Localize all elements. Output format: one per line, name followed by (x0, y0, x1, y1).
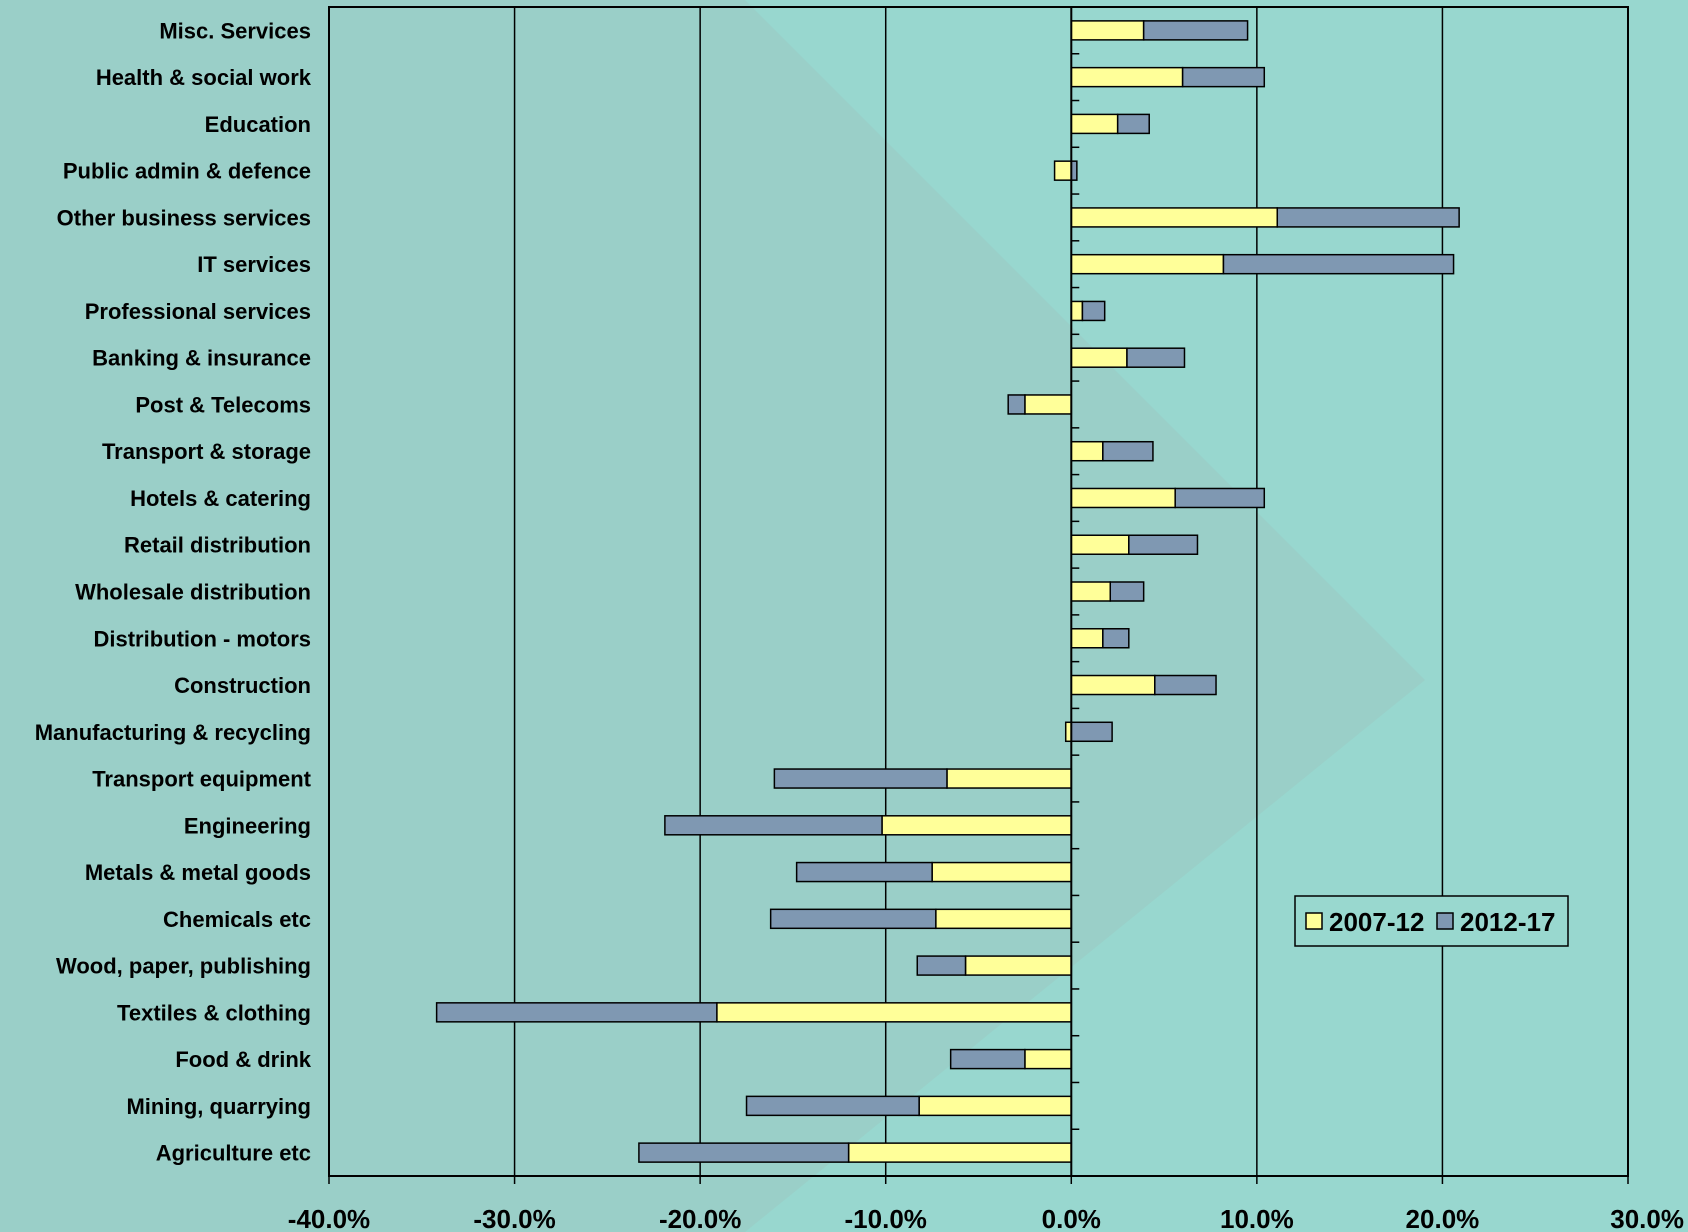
bar-2007-12-12 (1070, 581, 1112, 602)
bar-2007-12-0 (1070, 20, 1145, 41)
bar-2012-17-14 (1154, 674, 1217, 696)
category-label-17: Engineering (184, 813, 311, 838)
category-label-18: Metals & metal goods (85, 860, 311, 885)
bar-2012-17-4 (1276, 207, 1460, 228)
bar-2007-12-16 (946, 768, 1073, 789)
x-tick-label-4: 0.0% (1042, 1204, 1101, 1232)
x-tick-label-1: -30.0% (473, 1204, 555, 1232)
bar-2012-17-9 (1102, 440, 1154, 462)
category-label-4: Other business services (57, 205, 311, 230)
legend: 2007-12 2012-17 (1294, 895, 1569, 947)
bar-2007-12-23 (918, 1095, 1073, 1117)
bar-2012-17-0 (1142, 20, 1249, 41)
bar-2007-12-17 (881, 815, 1073, 836)
category-labels: Misc. Services Health & social work Educat… (35, 18, 312, 1165)
legend-label-1: 2012-17 (1460, 907, 1555, 937)
category-label-14: Construction (174, 673, 311, 698)
bar-2012-17-20 (916, 955, 967, 976)
bar-2007-12-14 (1070, 674, 1156, 696)
bar-2012-17-23 (745, 1095, 920, 1117)
category-label-15: Manufacturing & recycling (35, 720, 311, 745)
bar-2012-17-8 (1007, 394, 1026, 415)
category-label-0: Misc. Services (159, 18, 311, 43)
category-label-8: Post & Telecoms (135, 392, 311, 417)
bar-2007-12-22 (1024, 1048, 1073, 1070)
bar-2007-12-11 (1070, 534, 1130, 555)
bar-2007-12-24 (847, 1142, 1073, 1163)
bar-2012-17-6 (1081, 300, 1106, 322)
plot-frame (328, 6, 1629, 1177)
bar-2007-12-10 (1070, 487, 1176, 509)
category-label-19: Chemicals etc (163, 907, 311, 932)
bar-2007-12-9 (1070, 440, 1104, 462)
bar-2007-12-18 (931, 861, 1073, 883)
bar-2012-17-10 (1174, 487, 1266, 509)
bar-2012-17-17 (664, 815, 883, 836)
legend-box (1294, 895, 1569, 947)
bar-2012-17-2 (1116, 113, 1150, 135)
category-label-11: Retail distribution (124, 533, 311, 558)
bar-2007-12-4 (1070, 207, 1279, 228)
bar-2007-12-2 (1070, 113, 1119, 135)
category-label-22: Food & drink (175, 1047, 311, 1072)
category-label-1: Health & social work (96, 65, 312, 90)
bar-2012-17-1 (1181, 66, 1266, 88)
category-label-16: Transport equipment (92, 767, 311, 792)
bar-2012-17-22 (949, 1048, 1026, 1070)
category-label-6: Professional services (85, 299, 311, 324)
x-tick-label-6: 20.0% (1406, 1204, 1480, 1232)
legend-swatch-0 (1305, 912, 1323, 930)
category-label-23: Mining, quarrying (126, 1094, 311, 1119)
bar-2007-12-8 (1024, 394, 1073, 415)
bar-2007-12-6 (1070, 300, 1084, 322)
bar-2012-17-12 (1109, 581, 1145, 602)
bar-2007-12-3 (1053, 160, 1073, 181)
bars (435, 20, 1460, 1163)
bar-2012-17-15 (1070, 721, 1113, 743)
category-label-21: Textiles & clothing (117, 1000, 311, 1025)
category-label-24: Agriculture etc (156, 1141, 311, 1166)
bar-2007-12-19 (935, 908, 1073, 930)
bar-2012-17-7 (1126, 347, 1186, 368)
bar-2007-12-5 (1070, 253, 1225, 275)
bar-2012-17-21 (435, 1002, 718, 1023)
bar-2012-17-18 (795, 861, 933, 883)
bar-2007-12-13 (1070, 628, 1104, 649)
category-label-10: Hotels & catering (130, 486, 311, 511)
category-label-13: Distribution - motors (93, 626, 311, 651)
axes (328, 6, 1629, 1184)
x-tick-label-3: -10.0% (845, 1204, 927, 1232)
category-label-7: Banking & insurance (92, 346, 311, 371)
category-label-3: Public admin & defence (63, 159, 311, 184)
x-tick-labels: -40.0% -30.0% -20.0% -10.0% 0.0% 10.0% 20.0% 30… (288, 1204, 1684, 1232)
legend-label-0: 2007-12 (1329, 907, 1424, 937)
bar-2012-17-16 (773, 768, 948, 789)
x-tick-label-7: 30.0% (1610, 1204, 1684, 1232)
category-label-5: IT services (197, 252, 311, 277)
x-tick-label-5: 10.0% (1220, 1204, 1294, 1232)
category-label-9: Transport & storage (102, 439, 311, 464)
category-label-2: Education (205, 112, 311, 137)
category-label-12: Wholesale distribution (75, 580, 311, 605)
bar-2012-17-13 (1102, 628, 1130, 649)
bar-2007-12-1 (1070, 66, 1184, 88)
bar-2007-12-7 (1070, 347, 1128, 368)
bar-2012-17-5 (1222, 253, 1455, 275)
bar-2007-12-20 (964, 955, 1073, 976)
legend-swatch-1 (1436, 912, 1454, 930)
x-tick-label-0: -40.0% (288, 1204, 370, 1232)
category-label-20: Wood, paper, publishing (56, 954, 311, 979)
bar-2007-12-21 (716, 1002, 1073, 1023)
x-tick-label-2: -20.0% (659, 1204, 741, 1232)
bar-2012-17-19 (769, 908, 937, 930)
bar-2012-17-24 (638, 1142, 850, 1163)
bar-2012-17-11 (1128, 534, 1199, 555)
